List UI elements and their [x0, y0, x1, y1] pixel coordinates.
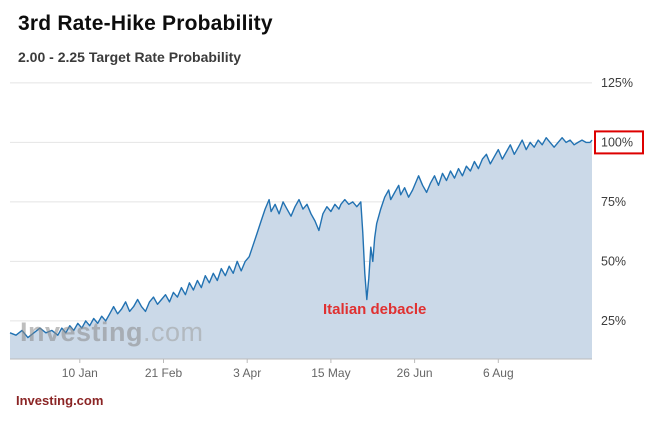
probability-area	[10, 137, 592, 359]
source-credit: Investing.com	[16, 393, 104, 408]
rate-hike-probability-chart: 10 Jan 21 Feb 3 Apr 15 May 26 Jun 6 Aug 25% 50%…	[0, 67, 667, 389]
investing-watermark: Investing.com	[20, 317, 204, 348]
y-axis-label: 125%	[601, 76, 633, 90]
y-axis-label: 50%	[601, 254, 626, 268]
current-value-highlight-box	[594, 130, 644, 155]
watermark-domain: .com	[143, 317, 204, 347]
x-axis-label: 26 Jun	[397, 366, 433, 380]
x-axis-label: 15 May	[311, 366, 350, 380]
chart-subtitle: 2.00 - 2.25 Target Rate Probability	[18, 49, 242, 65]
y-axis-label: 75%	[601, 195, 626, 209]
italian-debacle-annotation: Italian debacle	[323, 301, 426, 318]
page-title: 3rd Rate-Hike Probability	[18, 12, 273, 35]
probability-area-chart: 10 Jan 21 Feb 3 Apr 15 May 26 Jun 6 Aug 25% 50%…	[9, 76, 644, 380]
probability-line	[9, 137, 593, 339]
y-axis-label: 25%	[601, 314, 626, 328]
x-axis-label: 21 Feb	[145, 366, 183, 380]
watermark-brand: Investing	[20, 317, 144, 347]
x-axis-label: 3 Apr	[233, 366, 261, 380]
x-axis-label: 10 Jan	[62, 366, 98, 380]
x-axis-label: 6 Aug	[483, 366, 514, 380]
y-axis-label: 100%	[601, 135, 633, 149]
